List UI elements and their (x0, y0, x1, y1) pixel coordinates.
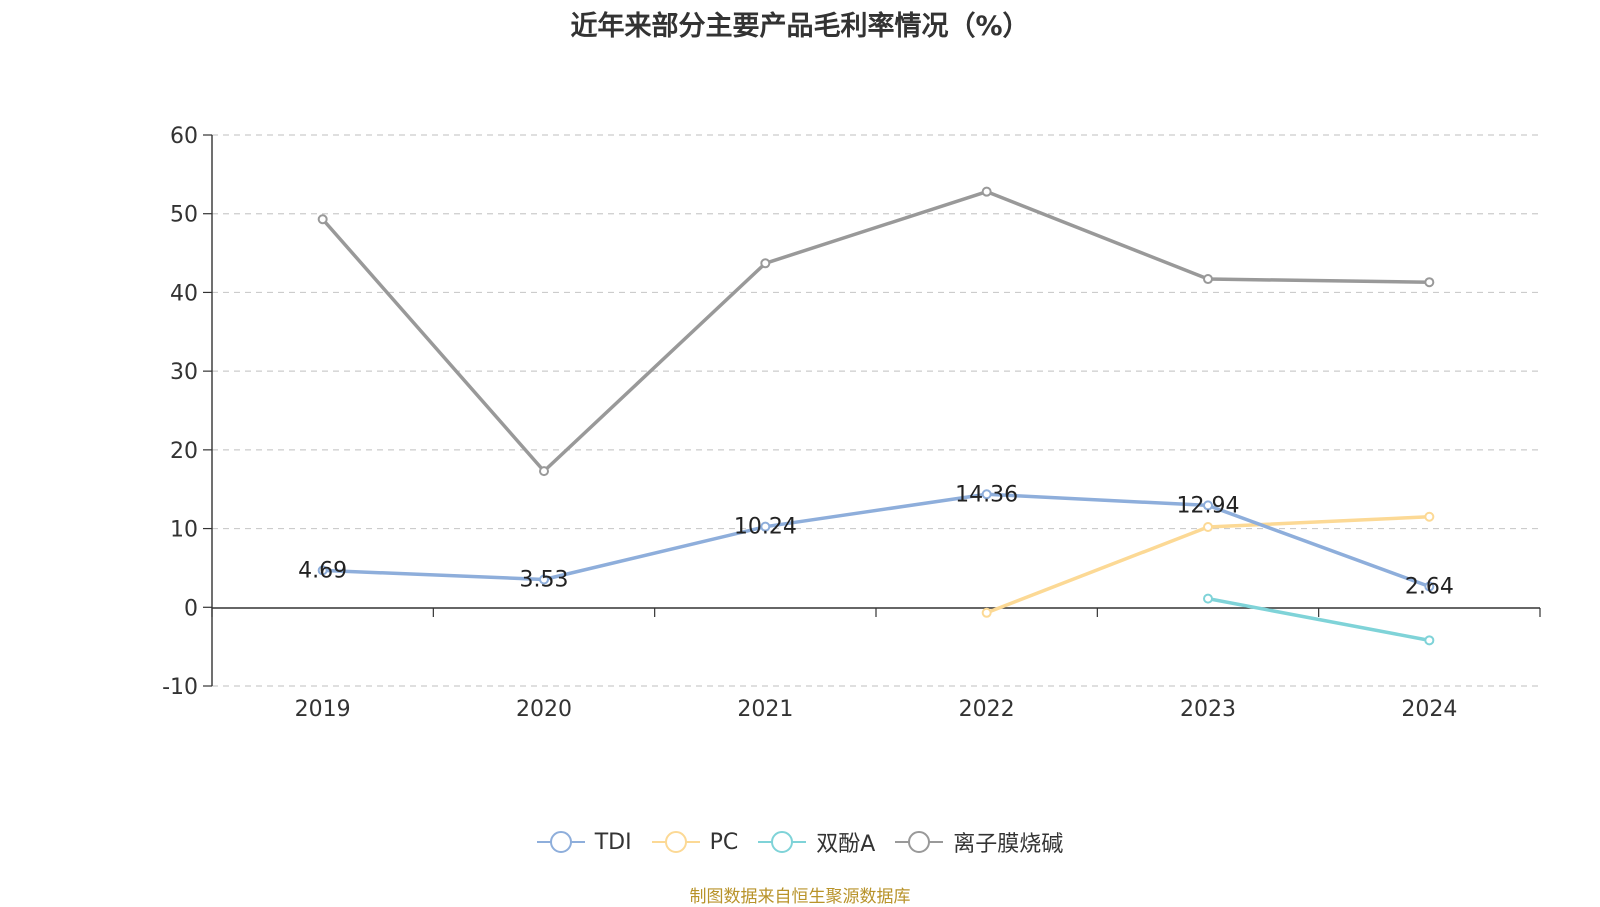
data-point[interactable] (1203, 593, 1213, 604)
x-tick-label: 2022 (959, 697, 1015, 722)
data-point[interactable] (981, 186, 992, 197)
legend-item[interactable]: 离子膜烧碱 (895, 826, 1063, 858)
legend-marker-circle (664, 831, 687, 853)
data-point[interactable] (1203, 274, 1213, 285)
series-line-TDI (322, 492, 1430, 589)
data-point[interactable] (1424, 511, 1435, 522)
data-label: 3.53 (520, 567, 569, 592)
data-point[interactable] (317, 214, 328, 225)
legend-label: 双酚A (816, 832, 876, 857)
legend-item[interactable]: TDI (536, 828, 632, 856)
axes: 60 50 40 30 20 10 0 -10 2019 2020 2021 2022 2023 2024 (162, 124, 1541, 722)
x-tick-label: 2023 (1180, 697, 1236, 722)
legend-marker-circle (771, 831, 794, 853)
legend-label: 离子膜烧碱 (953, 832, 1064, 857)
data-point[interactable] (981, 489, 992, 500)
legend-label: PC (709, 829, 739, 855)
legend-item[interactable]: PC (651, 828, 739, 856)
series-line-双酚A (1207, 596, 1430, 643)
data-label: 12.94 (1177, 493, 1240, 518)
x-tick-label: 2021 (737, 697, 793, 722)
x-tick-label: 2020 (516, 697, 572, 722)
data-point[interactable] (981, 607, 992, 618)
data-point[interactable] (1424, 635, 1435, 646)
data-point[interactable] (539, 466, 549, 477)
legend-item[interactable]: 双酚A (758, 826, 875, 858)
y-tick-label: 20 (170, 439, 198, 464)
legend-marker-icon (895, 831, 944, 853)
data-point[interactable] (1203, 521, 1213, 532)
series-line-离子膜烧碱 (321, 189, 1430, 473)
legend: TDI PC 双酚A 离子膜烧碱 (0, 826, 1600, 862)
legend-label: TDI (594, 829, 632, 855)
y-tick-label: 60 (170, 124, 198, 149)
chart-title: 近年来部分主要产品毛利率情况（%） (570, 11, 1030, 42)
data-label: 14.36 (955, 482, 1018, 507)
data-point[interactable] (539, 574, 549, 585)
data-label: 2.64 (1405, 575, 1454, 600)
data-point[interactable] (317, 565, 328, 576)
y-tick-label: 50 (170, 203, 198, 228)
y-tick-label: -10 (162, 675, 198, 700)
series-lines (317, 186, 1435, 646)
data-point[interactable] (760, 258, 771, 269)
data-point[interactable] (1424, 581, 1435, 592)
y-tick-label: 0 (184, 596, 198, 621)
data-point[interactable] (760, 521, 771, 532)
x-tick-label: 2024 (1401, 697, 1457, 722)
legend-marker-icon (758, 831, 807, 853)
data-label: 10.24 (734, 515, 797, 540)
legend-marker-circle (549, 831, 572, 853)
legend-marker-circle (908, 831, 931, 853)
grid-lines (212, 134, 1540, 687)
legend-marker-icon (651, 831, 700, 853)
data-label: 4.69 (298, 558, 347, 583)
data-labels: 4.69 3.53 10.24 14.36 12.94 2.64 (298, 482, 1454, 599)
x-tick-label: 2019 (295, 697, 351, 722)
source-note: 制图数据来自恒生聚源数据库 (689, 887, 911, 907)
legend-marker-icon (536, 831, 585, 853)
y-tick-label: 40 (170, 281, 198, 306)
data-point[interactable] (1424, 277, 1435, 288)
data-point[interactable] (1203, 500, 1213, 511)
y-tick-label: 10 (170, 518, 198, 543)
y-tick-label: 30 (170, 360, 198, 385)
